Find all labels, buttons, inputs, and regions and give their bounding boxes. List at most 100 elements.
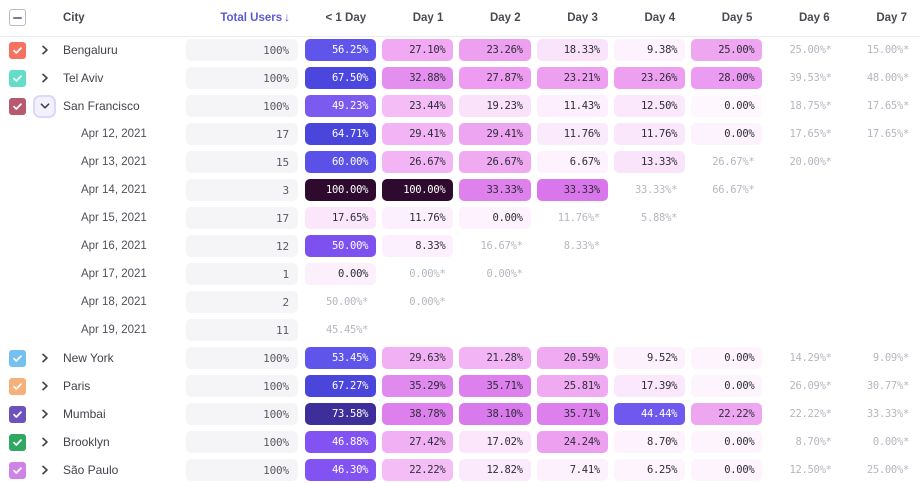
retention-cell: 7.41%: [534, 456, 611, 483]
retention-value: 29.41%: [382, 123, 454, 145]
total-users-cell: 100%: [186, 64, 302, 92]
row-checkbox[interactable]: [9, 97, 26, 115]
retention-cell: 25.00%: [688, 36, 765, 64]
row-checkbox[interactable]: [9, 41, 26, 59]
retention-value: 0.00%: [304, 263, 377, 285]
retention-value: 29.41%: [459, 123, 531, 145]
retention-value: [768, 319, 839, 341]
retention-value: [846, 291, 917, 313]
retention-cell: 0.00%: [688, 456, 765, 483]
column-header-total-users[interactable]: Total Users ↓: [186, 0, 302, 37]
table-row-cohort-date: Apr 12, 2021 17 64.71% 29.41% 29.41% 11.76% 11…: [0, 120, 920, 148]
expand-column-header: [30, 0, 59, 37]
retention-cell: 8.33%: [379, 232, 456, 260]
row-checkbox[interactable]: [9, 433, 26, 451]
retention-cell: 33.33%: [456, 176, 533, 204]
retention-cell: 45.45%*: [302, 316, 379, 344]
retention-value: 6.67%: [536, 151, 608, 173]
retention-value: [846, 235, 917, 257]
retention-cell: 73.58%: [302, 400, 379, 428]
chevron-down-icon[interactable]: [35, 96, 55, 116]
total-users-value: 11: [186, 319, 298, 341]
retention-cell: 67.27%: [302, 372, 379, 400]
row-expand-cell: [30, 176, 58, 204]
chevron-right-icon[interactable]: [35, 377, 54, 396]
retention-value: 17.65%*: [866, 128, 909, 140]
retention-cell: 11.43%: [534, 92, 611, 120]
total-users-cell: 12: [186, 232, 302, 260]
row-expand-cell: [30, 204, 58, 232]
cohort-date-label: Apr 17, 2021: [80, 268, 147, 280]
retention-value: 20.59%: [536, 347, 608, 369]
retention-cell: [611, 316, 688, 344]
total-users-cell: 100%: [186, 400, 302, 428]
row-checkbox[interactable]: [9, 349, 26, 367]
retention-cell: 18.75%*: [765, 92, 842, 120]
chevron-right-icon[interactable]: [35, 69, 54, 88]
retention-cell: 19.23%: [456, 92, 533, 120]
row-checkbox[interactable]: [9, 377, 26, 395]
column-header-day-1[interactable]: Day 1: [379, 0, 457, 37]
retention-value: 25.81%: [536, 375, 608, 397]
chevron-right-icon[interactable]: [35, 41, 54, 60]
retention-cell: 38.10%: [456, 400, 533, 428]
indeterminate-checkbox-icon[interactable]: [9, 9, 26, 27]
row-expand-cell: [30, 344, 58, 372]
retention-cell: 33.33%*: [843, 400, 920, 428]
retention-cell: 0.00%*: [456, 260, 533, 288]
retention-value: 15.00%*: [866, 44, 909, 57]
retention-cell: 35.29%: [379, 372, 456, 400]
retention-value: 26.67%: [382, 151, 454, 173]
row-checkbox[interactable]: [9, 69, 26, 87]
column-header-day-7[interactable]: Day 7: [842, 0, 920, 37]
column-header-day-3[interactable]: Day 3: [533, 0, 611, 37]
retention-value: 38.78%: [382, 403, 454, 425]
row-select-cell: [0, 148, 30, 176]
column-header-city[interactable]: City: [58, 0, 186, 37]
total-users-value: 2: [186, 291, 298, 313]
column-header-day-6[interactable]: Day 6: [765, 0, 843, 37]
retention-cell: 11.76%: [611, 120, 688, 148]
retention-value: 44.44%: [613, 403, 686, 425]
retention-value: 8.70%*: [795, 436, 832, 448]
retention-value: [459, 291, 530, 313]
row-expand-cell: [30, 232, 58, 260]
row-select-cell: [0, 64, 30, 92]
retention-cell: 32.88%: [379, 64, 456, 92]
column-header-day-4[interactable]: Day 4: [610, 0, 689, 37]
retention-cell: 12.50%: [611, 92, 688, 120]
retention-value: 14.29%*: [789, 352, 832, 364]
retention-value: 26.67%: [459, 151, 531, 173]
retention-value: [768, 235, 839, 257]
retention-cell: 25.81%: [534, 372, 611, 400]
sort-descending-icon[interactable]: ↓: [284, 11, 290, 24]
retention-value: 23.26%: [613, 67, 686, 89]
retention-value: 25.00%*: [866, 464, 909, 476]
column-header-day-0[interactable]: < 1 Day: [301, 0, 380, 37]
column-header-day-2[interactable]: Day 2: [456, 0, 534, 37]
retention-value: 12.50%*: [789, 464, 832, 476]
retention-cell: 12.50%*: [765, 456, 842, 483]
row-checkbox[interactable]: [9, 405, 26, 423]
retention-cell: [843, 148, 920, 176]
retention-value: 0.00%: [459, 207, 531, 229]
retention-value: 46.30%: [304, 459, 377, 481]
total-users-value: 1: [186, 263, 298, 285]
retention-cell: 20.00%*: [765, 148, 842, 176]
total-users-value: 12: [186, 235, 298, 257]
retention-value: 49.23%: [304, 95, 377, 117]
retention-cell: [843, 176, 920, 204]
chevron-right-icon[interactable]: [35, 461, 54, 480]
retention-cell: 46.30%: [302, 456, 379, 483]
chevron-right-icon[interactable]: [35, 433, 54, 452]
retention-cell: 28.00%: [688, 64, 765, 92]
chevron-right-icon[interactable]: [35, 405, 54, 424]
retention-cell: 22.22%: [688, 400, 765, 428]
row-checkbox[interactable]: [9, 461, 26, 479]
chevron-right-icon[interactable]: [35, 349, 54, 368]
retention-cell: 67.50%: [302, 64, 379, 92]
table-row: Bengaluru 100% 56.25% 27.10% 23.26% 18.33% 9.3…: [0, 36, 920, 64]
retention-cell: [688, 260, 765, 288]
retention-cell: 12.82%: [456, 456, 533, 483]
column-header-day-5[interactable]: Day 5: [688, 0, 766, 37]
